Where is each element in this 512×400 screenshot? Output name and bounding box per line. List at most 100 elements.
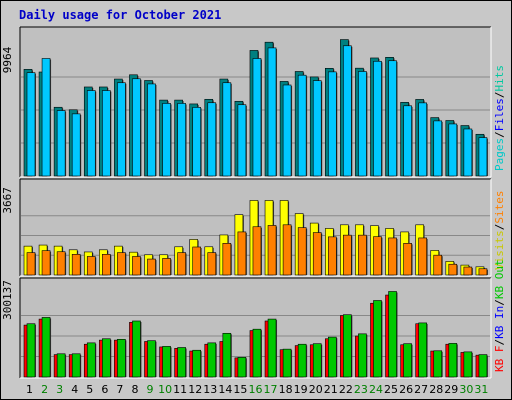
day-label: 31 [474, 383, 488, 396]
series-sites [26, 224, 488, 276]
bar [26, 323, 36, 378]
bar [478, 354, 488, 378]
legend-entry: Sites [493, 191, 506, 224]
bar [162, 258, 171, 276]
bar [41, 250, 51, 276]
panel-legend: Visits/Sites [493, 191, 506, 271]
bar [373, 236, 382, 276]
bar [388, 291, 397, 378]
bar [403, 343, 412, 378]
legend-entry: KB F [493, 346, 506, 373]
bar [71, 113, 81, 177]
bar [463, 266, 473, 276]
bar [132, 320, 141, 378]
bar [463, 351, 473, 378]
bar [433, 350, 443, 378]
bar [343, 45, 352, 177]
day-label: 7 [116, 383, 123, 396]
bar [192, 107, 202, 177]
day-label: 12 [188, 383, 202, 396]
bar [312, 343, 322, 378]
day-labels: 1 2 3 4 5 6 7 8 9 10 11 12 13 14 15 16 17 18 19 20 21 22 23 24 2… [26, 383, 488, 396]
bar [433, 254, 443, 276]
bar [102, 338, 111, 378]
bar [222, 243, 232, 276]
panel-max-label: 300137 [1, 280, 14, 320]
bar [297, 74, 307, 177]
bar [312, 232, 322, 276]
bar [177, 252, 186, 276]
day-label: 17 [264, 383, 278, 396]
day-label: 8 [131, 383, 138, 396]
bar [282, 348, 292, 378]
series-files [26, 45, 488, 177]
day-label: 29 [444, 383, 458, 396]
bar [267, 47, 277, 177]
bar [177, 347, 186, 378]
bar [478, 268, 488, 276]
bar [478, 137, 488, 177]
bar [71, 254, 81, 276]
bar [252, 226, 262, 276]
bar [56, 353, 66, 378]
bar [267, 318, 277, 378]
bar [71, 353, 81, 378]
bar [41, 58, 51, 177]
bar [56, 110, 66, 177]
day-label: 16 [248, 383, 262, 396]
bar [282, 84, 292, 177]
day-label: 25 [384, 383, 398, 396]
bar [222, 82, 232, 177]
panel-legend: KB F/KB In/KB Out [493, 259, 506, 372]
day-label: 3 [56, 383, 63, 396]
bar [418, 322, 427, 378]
day-label: 10 [158, 383, 172, 396]
bar [418, 237, 427, 276]
day-label: 30 [459, 383, 473, 396]
bar [207, 342, 217, 378]
legend-entry: / [493, 299, 506, 306]
bar [147, 258, 156, 276]
day-label: 24 [369, 383, 383, 396]
day-label: 5 [86, 383, 93, 396]
legend-entry: / [493, 339, 506, 346]
bar [86, 342, 96, 378]
bar [207, 252, 217, 276]
bar [343, 314, 352, 378]
day-label: 27 [414, 383, 428, 396]
bar [358, 333, 367, 378]
bar [237, 104, 247, 177]
bar [418, 102, 427, 177]
bar [237, 231, 247, 276]
legend-entry: Visits [493, 230, 506, 270]
bar [192, 246, 202, 276]
bar [86, 256, 96, 276]
day-label: 4 [71, 383, 78, 396]
panel-max-label: 3667 [1, 187, 14, 214]
bar [327, 236, 337, 276]
panel-max-label: 9964 [1, 46, 14, 73]
day-label: 2 [41, 383, 48, 396]
bar [132, 256, 141, 276]
day-label: 28 [429, 383, 443, 396]
day-label: 23 [354, 383, 368, 396]
bar [117, 82, 126, 177]
day-label: 26 [399, 383, 413, 396]
bar [373, 60, 382, 177]
bar [327, 336, 337, 378]
bar [463, 128, 473, 177]
bar [433, 120, 443, 177]
panel-visits-sites: 3667 Visits/Sites [1, 178, 506, 277]
day-label: 22 [339, 383, 353, 396]
day-label: 15 [233, 383, 247, 396]
bar [237, 357, 247, 378]
bar [26, 72, 36, 177]
bar [312, 80, 322, 177]
legend-entry: / [493, 131, 506, 138]
bar [388, 237, 397, 276]
day-label: 14 [218, 383, 232, 396]
bar [147, 340, 156, 378]
bar [448, 343, 458, 378]
bar [56, 251, 66, 276]
